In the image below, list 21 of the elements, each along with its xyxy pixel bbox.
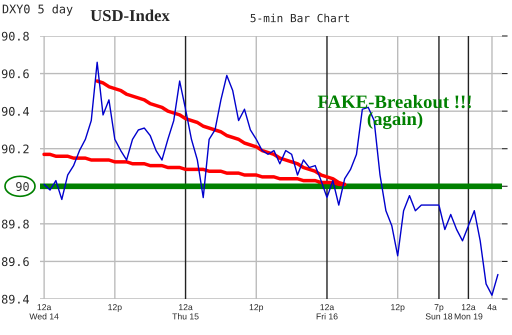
line-series	[43, 62, 499, 296]
y-tick-label: 89.6	[2, 257, 29, 266]
y-tick-label: 90.6	[2, 69, 29, 78]
x-tick-label: 12p	[108, 304, 122, 312]
x-tick-label: 12p	[391, 304, 405, 312]
y-tick-label: 90.2	[2, 144, 29, 154]
x-tick-label: 12a Mon 19	[454, 304, 482, 320]
y-tick-label: 90	[16, 182, 29, 191]
x-tick-label: 12a Thu 15	[172, 304, 199, 320]
y-tick-label: 90.4	[2, 106, 30, 116]
y-tick-label: 89.4	[2, 294, 30, 304]
x-tick-label: 7p Sun 18	[426, 304, 452, 320]
x-tick-label: 12a Fri 16	[316, 304, 338, 320]
chart-title: USD-Index	[90, 9, 170, 22]
x-tick-label: 4a	[487, 304, 497, 310]
y-tick-label: 90.8	[2, 32, 29, 41]
text: DXY0 5 day	[2, 4, 73, 16]
y-tick-label: 89.8	[2, 220, 29, 229]
x-tick-label: 12p	[250, 304, 264, 312]
x-tick-label: 12a Wed 14	[29, 304, 59, 320]
chart-subtitle: 5-min Bar Chart	[250, 14, 350, 22]
